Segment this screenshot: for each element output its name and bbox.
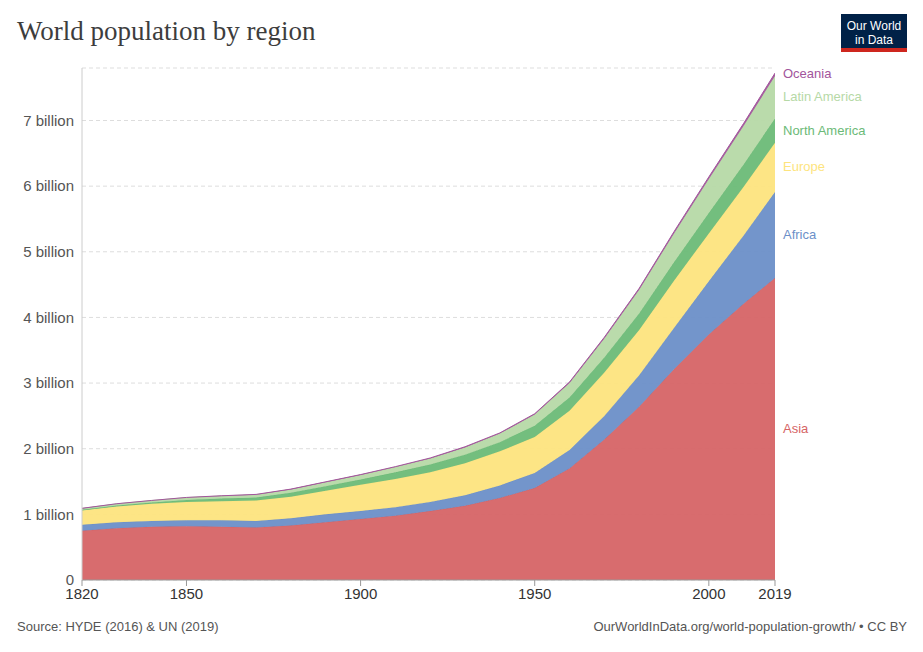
svg-text:1850: 1850 <box>170 585 203 602</box>
html-text:Asia: Asia <box>783 421 809 436</box>
svg-text:1 billion: 1 billion <box>23 506 74 523</box>
svg-text:6 billion: 6 billion <box>23 177 74 194</box>
html-text:OurWorldInData.org/world-popul: OurWorldInData.org/world-population-grow… <box>593 619 907 634</box>
html-text:Europe: Europe <box>783 159 825 175</box>
svg-text:0: 0 <box>66 571 74 588</box>
html-text:Latin America: Latin America <box>783 89 862 105</box>
svg-text:1950: 1950 <box>518 585 551 602</box>
svg-text:1900: 1900 <box>344 585 377 602</box>
svg-text:4 billion: 4 billion <box>23 309 74 326</box>
html-text:Africa: Africa <box>783 227 817 242</box>
html-text:North America: North America <box>783 122 866 138</box>
svg-text:2000: 2000 <box>692 585 725 602</box>
svg-text:5 billion: 5 billion <box>23 243 74 260</box>
svg-text:7 billion: 7 billion <box>23 112 74 129</box>
svg-text:3 billion: 3 billion <box>23 374 74 391</box>
html-text:World population by region: World population by region <box>17 16 316 46</box>
html-text:Source: HYDE (2016) & UN (2019: Source: HYDE (2016) & UN (2019) <box>17 619 219 634</box>
svg-text:1820: 1820 <box>65 584 99 602</box>
svg-text:2 billion: 2 billion <box>23 440 74 457</box>
html-text:Oceania: Oceania <box>783 66 832 82</box>
html-text:Our World in Data: Our World in Data <box>846 19 902 47</box>
svg-text:2019: 2019 <box>758 585 791 602</box>
